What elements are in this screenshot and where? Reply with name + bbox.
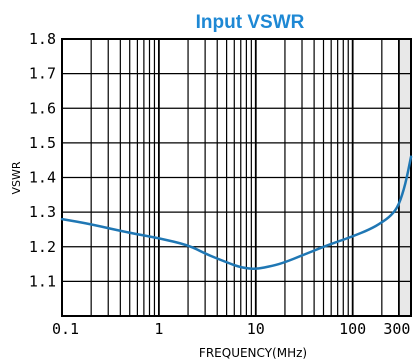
grid-lines: [62, 38, 411, 316]
x-tick-label-1: 1: [154, 320, 163, 338]
y-tick-label-7: 1.8: [29, 30, 56, 48]
y-tick-label-1: 1.2: [29, 238, 56, 256]
y-tick-label-2: 1.3: [29, 203, 56, 221]
y-axis-label: VSWR: [10, 161, 23, 194]
x-tick-label-2: 10: [247, 320, 265, 338]
y-tick-label-0: 1.1: [29, 272, 56, 290]
x-tick-label-0: 0.1: [52, 320, 79, 338]
x-axis-label: FREQUENCY(MHz): [199, 346, 307, 360]
y-tick-label-5: 1.6: [29, 99, 56, 117]
x-tick-label-4: 300: [383, 320, 410, 338]
y-tick-label-3: 1.4: [29, 169, 56, 187]
y-tick-labels: 1.1 1.2 1.3 1.4 1.5 1.6 1.7 1.8: [29, 30, 56, 290]
y-tick-label-4: 1.5: [29, 134, 56, 152]
plot-frame: [61, 38, 412, 317]
x-tick-label-3: 100: [339, 320, 366, 338]
x-tick-labels: 0.1 1 10 100 300: [52, 320, 410, 338]
chart-title: Input VSWR: [196, 12, 305, 33]
vswr-series-line: [60, 155, 413, 270]
y-tick-label-6: 1.7: [29, 65, 56, 83]
